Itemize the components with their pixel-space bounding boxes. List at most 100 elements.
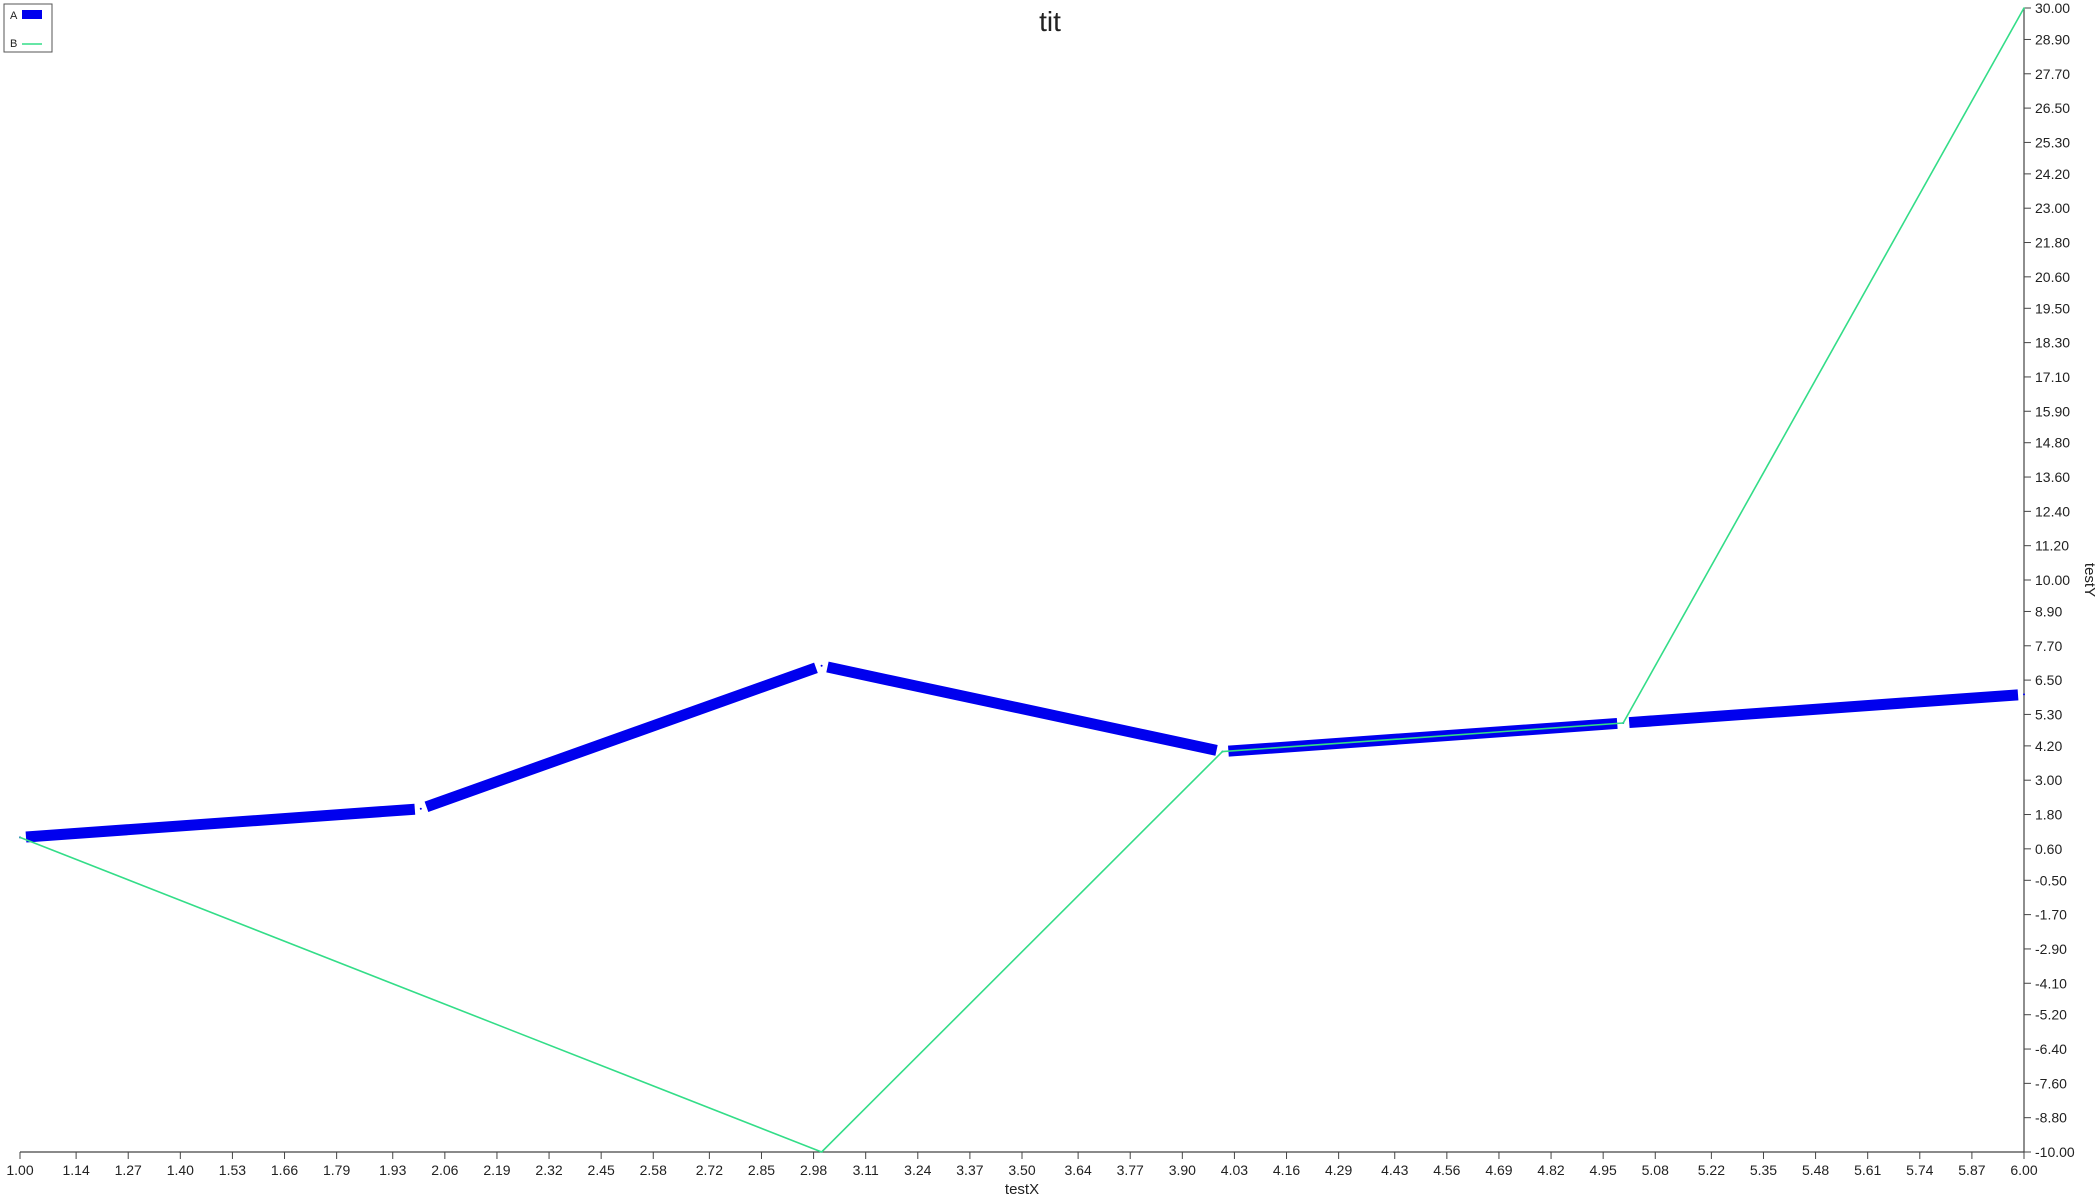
y-tick-label: 6.50 (2035, 672, 2062, 688)
x-tick-label: 5.22 (1698, 1162, 1725, 1178)
x-tick-label: 3.37 (956, 1162, 983, 1178)
x-tick-label: 2.98 (800, 1162, 827, 1178)
x-tick-label: 4.69 (1485, 1162, 1512, 1178)
series-b-segment (1622, 7, 2025, 724)
legend-swatch-a (22, 10, 42, 19)
y-tick-label: 17.10 (2035, 369, 2070, 385)
x-tick-label: 1.14 (62, 1162, 89, 1178)
series-b-segment (821, 751, 1223, 1153)
y-tick-label: 25.30 (2035, 134, 2070, 150)
data-point (2023, 693, 2025, 696)
y-tick-label: 24.20 (2035, 166, 2070, 182)
y-tick-label: 8.90 (2035, 603, 2062, 619)
x-tick-label: 4.16 (1273, 1162, 1300, 1178)
x-tick-label: 6.00 (2010, 1162, 2037, 1178)
x-tick-label: 3.50 (1008, 1162, 1035, 1178)
x-tick-label: 5.87 (1958, 1162, 1985, 1178)
x-tick-label: 1.27 (115, 1162, 142, 1178)
y-tick-label: 7.70 (2035, 638, 2062, 654)
series-b-segment (1222, 722, 1624, 753)
y-tick-label: 27.70 (2035, 66, 2070, 82)
x-tick-label: 3.64 (1064, 1162, 1091, 1178)
x-tick-label: 2.58 (640, 1162, 667, 1178)
y-axis: 30.00 28.90 27.70 26.50 25.30 24.20 23.00 21.80… (2023, 0, 2075, 1160)
x-tick-label: 2.19 (483, 1162, 510, 1178)
x-tick-label: 1.93 (379, 1162, 406, 1178)
data-point (1221, 750, 1224, 753)
data-point (419, 807, 422, 810)
x-tick-label: 3.11 (853, 1162, 879, 1178)
x-tick-label: 5.48 (1802, 1162, 1829, 1178)
y-tick-label: 14.80 (2035, 435, 2070, 451)
y-tick-label: 28.90 (2035, 31, 2070, 47)
y-axis-label: testY (2081, 563, 2098, 597)
x-tick-label: 1.40 (167, 1162, 194, 1178)
legend-label-a: A (10, 10, 18, 22)
x-tick-label: 4.29 (1325, 1162, 1352, 1178)
x-tick-label: 5.61 (1854, 1162, 1881, 1178)
y-tick-label: 30.00 (2035, 0, 2070, 16)
series-a-segment (25, 803, 416, 843)
x-tick-label: 3.90 (1169, 1162, 1196, 1178)
y-tick-label: 1.80 (2035, 807, 2062, 823)
data-point (820, 664, 823, 667)
data-point (19, 836, 21, 839)
y-tick-label: 13.60 (2035, 469, 2070, 485)
series-a-segment (826, 661, 1218, 756)
x-tick-label: 4.03 (1221, 1162, 1248, 1178)
x-tick-label: 4.82 (1537, 1162, 1564, 1178)
y-tick-label: -6.40 (2035, 1041, 2067, 1057)
data-point (2023, 7, 2025, 9)
x-tick-label: 4.43 (1381, 1162, 1408, 1178)
x-tick-label: 2.06 (431, 1162, 458, 1178)
y-tick-label: 19.50 (2035, 300, 2070, 316)
x-tick-label: 1.79 (323, 1162, 350, 1178)
y-tick-label: -0.50 (2035, 872, 2067, 888)
x-tick-label: 1.53 (219, 1162, 246, 1178)
x-tick-label: 5.74 (1906, 1162, 1933, 1178)
y-tick-label: 26.50 (2035, 100, 2070, 116)
series-a (19, 661, 2025, 843)
y-tick-label: -4.10 (2035, 975, 2067, 991)
x-tick-label: 1.00 (6, 1162, 33, 1178)
y-tick-label: 15.90 (2035, 403, 2070, 419)
x-tick-label: 4.56 (1433, 1162, 1460, 1178)
x-tick-label: 5.35 (1750, 1162, 1777, 1178)
series-b-segment (19, 836, 822, 1153)
y-tick-label: 21.80 (2035, 235, 2070, 251)
y-tick-label: 4.20 (2035, 738, 2062, 754)
x-tick-label: 2.85 (748, 1162, 775, 1178)
x-tick-label: 1.66 (271, 1162, 298, 1178)
x-tick-label: 2.45 (588, 1162, 615, 1178)
series-a-segment (1628, 689, 2019, 729)
y-tick-label: -1.70 (2035, 907, 2067, 923)
y-tick-label: 10.00 (2035, 572, 2070, 588)
y-tick-label: 18.30 (2035, 335, 2070, 351)
x-tick-label: 2.32 (535, 1162, 562, 1178)
y-tick-label: 3.00 (2035, 772, 2062, 788)
chart-title: tit (1039, 6, 1061, 37)
series-b (19, 7, 2025, 1153)
legend-label-b: B (10, 38, 17, 50)
y-tick-label: 5.30 (2035, 706, 2062, 722)
series-layer (19, 7, 2025, 1153)
series-a-segment (424, 662, 818, 812)
y-tick-label: 11.20 (2035, 538, 2069, 554)
y-tick-label: -10.00 (2035, 1144, 2075, 1160)
y-tick-label: -8.80 (2035, 1110, 2067, 1126)
data-point (820, 1151, 823, 1153)
x-tick-label: 3.24 (904, 1162, 931, 1178)
y-tick-label: -5.20 (2035, 1007, 2067, 1023)
x-tick-label: 4.95 (1590, 1162, 1617, 1178)
y-tick-label: -2.90 (2035, 941, 2067, 957)
y-tick-label: 20.60 (2035, 269, 2070, 285)
x-tick-label: 5.08 (1642, 1162, 1669, 1178)
x-axis: 1.00 1.14 1.27 1.40 1.53 1.66 1.79 1.93 2.06 2.19… (6, 1151, 2038, 1178)
data-point (1622, 722, 1624, 724)
x-axis-label: testX (1005, 1181, 1039, 1198)
y-tick-label: 12.40 (2035, 503, 2070, 519)
y-tick-label: 0.60 (2035, 841, 2062, 857)
y-tick-label: -7.60 (2035, 1075, 2067, 1091)
x-tick-label: 2.72 (696, 1162, 723, 1178)
